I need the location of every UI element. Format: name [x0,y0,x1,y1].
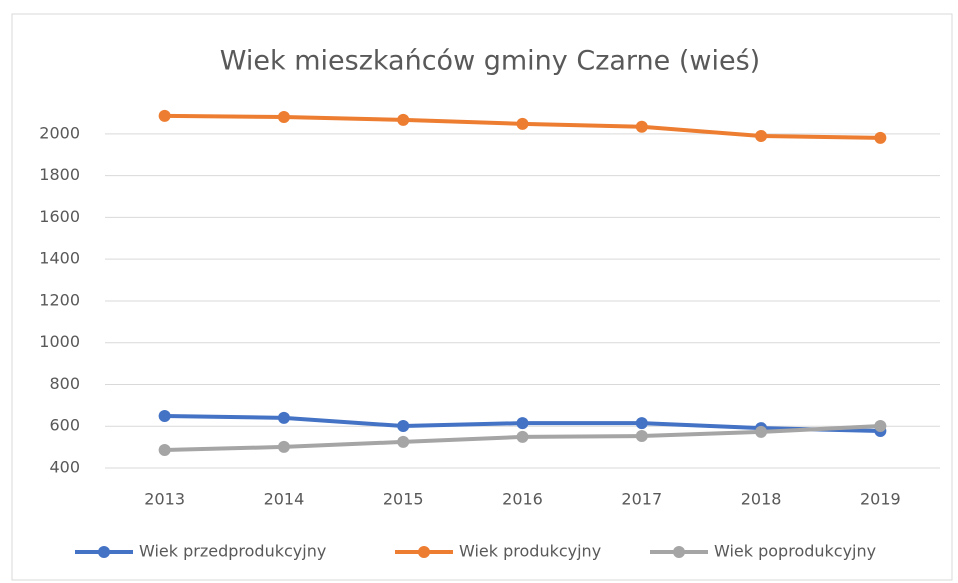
x-tick-label: 2016 [502,490,543,509]
data-point [158,109,171,122]
y-tick-label: 1800 [39,165,80,184]
x-tick-label: 2018 [741,490,782,509]
y-tick-label: 1600 [39,207,80,226]
data-point [277,411,290,424]
data-point [874,420,887,433]
y-tick-label: 1000 [39,332,80,351]
data-point [158,444,171,457]
x-tick-label: 2015 [383,490,424,509]
legend-label: Wiek poprodukcyjny [714,542,876,561]
data-point [516,430,529,443]
data-point [516,417,529,430]
data-point [635,430,648,443]
data-point [158,410,171,423]
chart-title: Wiek mieszkańców gminy Czarne (wieś) [220,46,760,77]
data-point [874,131,887,144]
legend-label: Wiek produkcyjny [459,542,601,561]
y-tick-label: 600 [49,416,80,435]
legend-marker [673,546,685,558]
data-point [635,417,648,430]
data-point [755,129,768,142]
y-tick-label: 400 [49,458,80,477]
x-tick-label: 2019 [860,490,901,509]
y-tick-label: 800 [49,374,80,393]
data-point [755,425,768,438]
data-point [516,117,529,130]
data-point [397,113,410,126]
legend-label: Wiek przedprodukcyjny [139,542,326,561]
y-tick-label: 1200 [39,290,80,309]
x-tick-label: 2014 [264,490,305,509]
data-point [397,435,410,448]
legend-marker [98,546,110,558]
data-point [635,120,648,133]
legend-marker [418,546,430,558]
chart-frame [11,13,953,581]
data-point [277,110,290,123]
x-tick-label: 2013 [144,490,185,509]
y-tick-label: 1400 [39,249,80,268]
data-point [397,420,410,433]
x-tick-label: 2017 [621,490,662,509]
data-point [277,440,290,453]
y-tick-label: 2000 [39,123,80,142]
